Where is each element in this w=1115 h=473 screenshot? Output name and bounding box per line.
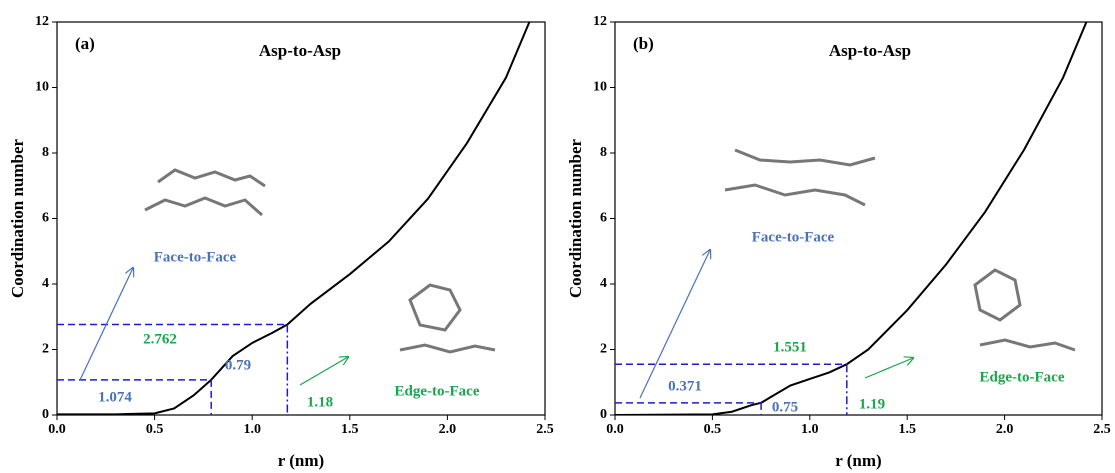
arrow: [865, 358, 913, 378]
y-tick-label: 12: [35, 14, 49, 29]
marker-x-label: 0.75: [772, 399, 798, 415]
y-tick-label: 12: [593, 14, 607, 29]
x-tick-label: 1.5: [341, 422, 359, 437]
marker-y-label: 1.551: [773, 339, 807, 355]
molecule-face-a: [145, 170, 265, 215]
panel-label: (b): [633, 34, 654, 53]
arrow: [300, 357, 348, 385]
annotation: Face-to-Face: [154, 249, 237, 265]
y-axis-title: Coordination number: [8, 138, 27, 298]
x-tick-label: 2.5: [536, 422, 554, 437]
annotation: Face-to-Face: [752, 229, 835, 245]
panel-label: (a): [75, 34, 95, 53]
marker-y-label: 2.762: [143, 331, 177, 347]
y-tick-label: 0: [600, 407, 607, 422]
x-tick-label: 0.5: [704, 422, 722, 437]
y-tick-label: 4: [42, 276, 49, 291]
y-tick-label: 2: [600, 342, 607, 357]
y-tick-label: 8: [600, 145, 607, 160]
y-tick-label: 6: [600, 211, 607, 226]
data-line: [57, 22, 529, 414]
x-tick-label: 2.5: [1093, 422, 1111, 437]
chart-title: Asp-to-Asp: [829, 41, 911, 60]
marker-y-label: 0.371: [668, 378, 702, 394]
marker-y-label: 1.074: [98, 389, 132, 405]
molecule-face-b: [725, 150, 875, 205]
y-tick-label: 2: [42, 342, 49, 357]
data-line: [615, 22, 1086, 415]
y-tick-label: 4: [600, 276, 607, 291]
plot-frame: [57, 22, 545, 415]
y-tick-label: 10: [35, 80, 49, 95]
marker-x-label: 1.19: [859, 396, 885, 412]
x-tick-label: 2.0: [996, 422, 1014, 437]
y-tick-label: 6: [42, 211, 49, 226]
x-tick-label: 1.0: [243, 422, 261, 437]
chart-title: Asp-to-Asp: [259, 41, 341, 60]
x-axis-title: r (nm): [278, 451, 324, 470]
molecule-edge-b: [975, 270, 1075, 350]
x-tick-label: 1.5: [898, 422, 916, 437]
y-tick-label: 10: [593, 80, 607, 95]
y-tick-label: 8: [42, 145, 49, 160]
x-tick-label: 1.0: [801, 422, 819, 437]
x-tick-label: 0.0: [48, 422, 66, 437]
annotation: Edge-to-Face: [395, 383, 480, 399]
marker-x-label: 0.79: [225, 357, 251, 373]
x-axis-title: r (nm): [835, 451, 881, 470]
x-tick-label: 2.0: [439, 422, 457, 437]
annotation: Edge-to-Face: [980, 369, 1065, 385]
marker-x-label: 1.18: [307, 394, 333, 410]
x-tick-label: 0.5: [146, 422, 164, 437]
y-tick-label: 0: [42, 407, 49, 422]
molecule-edge-a: [400, 285, 495, 352]
y-axis-title: Coordination number: [566, 138, 585, 298]
figure: 0.0 0.5 1.0 1.5 2.0 2.5 0 2 4 6 8 10 12 r (nm) Coordin…: [0, 0, 1115, 473]
x-tick-label: 0.0: [606, 422, 624, 437]
arrow: [640, 250, 710, 398]
